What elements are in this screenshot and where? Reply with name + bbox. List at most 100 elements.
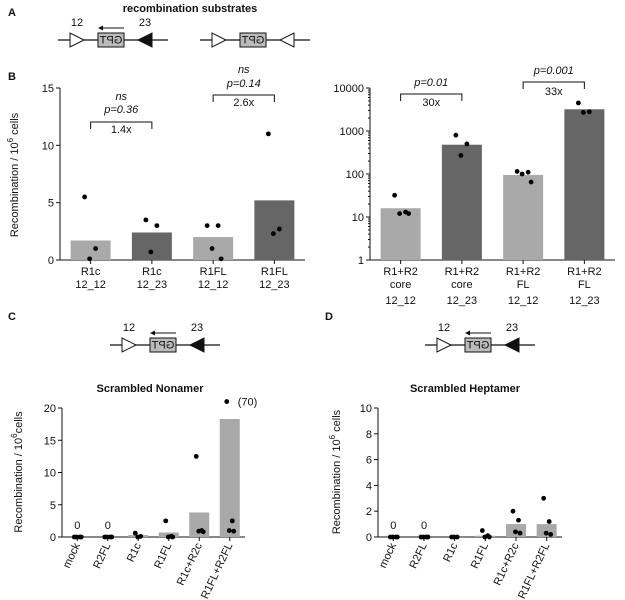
data-point bbox=[276, 226, 282, 232]
data-point bbox=[229, 518, 235, 524]
fold-change: 33x bbox=[545, 86, 563, 98]
annotation: (70) bbox=[238, 397, 258, 409]
data-point bbox=[421, 534, 426, 540]
x-tick-label: 12_23 bbox=[259, 279, 290, 291]
data-point bbox=[109, 534, 115, 540]
rss-label: 12 bbox=[438, 322, 450, 334]
data-point bbox=[580, 110, 586, 115]
rss-23 bbox=[503, 337, 520, 353]
data-point bbox=[575, 100, 581, 106]
y-tick-label: 5 bbox=[48, 198, 54, 210]
x-tick-label: R1+R2 bbox=[567, 266, 602, 278]
data-point bbox=[204, 223, 210, 229]
data-point bbox=[154, 223, 160, 229]
x-tick-label: R1c+R2c bbox=[492, 541, 522, 588]
data-point bbox=[510, 508, 516, 514]
y-axis-label-text: cells bbox=[13, 411, 25, 434]
data-point bbox=[482, 534, 488, 540]
y-tick-label: 0 bbox=[48, 255, 54, 267]
data-point bbox=[541, 495, 547, 501]
gpt-box bbox=[149, 337, 177, 353]
x-tick-label: R2FL bbox=[91, 541, 113, 570]
x-tick-label: R1FL bbox=[152, 541, 174, 570]
x-tick-label: 12_23 bbox=[569, 295, 600, 307]
x-tick-label: R1c+R2c bbox=[175, 541, 205, 588]
data-point bbox=[218, 256, 224, 262]
panel-letter: D bbox=[325, 311, 333, 323]
gpt-label: GPT bbox=[466, 340, 489, 352]
x-tick-label: R2FL bbox=[407, 541, 429, 570]
rss-12 bbox=[69, 32, 86, 48]
rss-label: 12 bbox=[123, 322, 135, 334]
data-point bbox=[265, 131, 271, 137]
data-point bbox=[196, 528, 202, 534]
y-tick-label: 4 bbox=[366, 480, 372, 492]
data-point bbox=[453, 132, 459, 138]
data-point bbox=[543, 530, 549, 536]
data-point bbox=[546, 519, 552, 524]
value-label: 0 bbox=[105, 520, 111, 532]
rss-label: 12 bbox=[71, 17, 83, 29]
x-tick-label: R1+R2 bbox=[445, 266, 480, 278]
gpt-box bbox=[239, 32, 267, 48]
p-value: p=0.14 bbox=[226, 78, 261, 90]
substrate-diagram: GPT 12 23 bbox=[110, 322, 220, 353]
arrow-head bbox=[465, 330, 470, 336]
data-point bbox=[82, 194, 88, 200]
data-point bbox=[143, 217, 149, 223]
y-tick-label: 15 bbox=[44, 435, 56, 447]
data-point bbox=[406, 211, 412, 216]
gpt-box bbox=[464, 337, 492, 353]
data-point bbox=[513, 529, 518, 535]
substrate-diagram: GPT bbox=[200, 32, 310, 48]
gpt-box bbox=[97, 32, 125, 48]
data-point bbox=[425, 534, 431, 540]
data-point bbox=[486, 534, 492, 540]
y-tick-label: 100 bbox=[346, 169, 364, 181]
data-point bbox=[458, 153, 464, 158]
rss-23 bbox=[136, 32, 153, 48]
data-point bbox=[132, 530, 138, 536]
fold-change: 30x bbox=[422, 97, 440, 109]
data-point bbox=[528, 179, 534, 185]
y-axis-label-sup: 6 bbox=[6, 137, 15, 142]
x-tick-label: mock bbox=[377, 541, 399, 570]
data-point bbox=[548, 532, 554, 537]
x-tick-label: 12_12 bbox=[508, 295, 539, 307]
y-tick-label: 15 bbox=[42, 83, 54, 95]
x-tick-label: FL bbox=[578, 279, 591, 291]
x-tick-label: R1FL+R2FL bbox=[516, 541, 552, 600]
y-axis-label-text: cells bbox=[9, 112, 21, 138]
x-tick-label: core bbox=[451, 279, 472, 291]
rss-label: 23 bbox=[139, 17, 151, 29]
y-axis-label-text: Recombination / 10 bbox=[13, 438, 25, 533]
x-tick-label: R1c bbox=[441, 541, 460, 564]
data-point bbox=[525, 169, 531, 175]
data-point bbox=[586, 109, 592, 115]
x-tick-label: R1+R2 bbox=[506, 266, 541, 278]
x-tick-label: FL bbox=[517, 279, 530, 291]
gpt-label: GPT bbox=[151, 340, 174, 352]
bar bbox=[131, 232, 172, 260]
bracket bbox=[90, 121, 153, 129]
y-axis-label: Recombination / 106 cells bbox=[6, 112, 21, 237]
x-tick-label: 12_12 bbox=[198, 279, 229, 291]
x-tick-label: R1c bbox=[81, 266, 101, 278]
data-point bbox=[193, 453, 199, 459]
data-point bbox=[392, 192, 398, 198]
y-tick-label: 10 bbox=[42, 140, 54, 152]
rss-12 bbox=[436, 337, 453, 353]
y-axis-label: Recombination / 106cells bbox=[10, 411, 25, 533]
data-point bbox=[397, 211, 403, 216]
data-point bbox=[163, 518, 169, 524]
value-label: 0 bbox=[74, 520, 80, 532]
bar bbox=[254, 200, 295, 260]
data-point bbox=[148, 249, 154, 255]
y-tick-label: 10 bbox=[44, 468, 56, 480]
data-point bbox=[93, 246, 99, 251]
fold-change: 2.6x bbox=[233, 97, 254, 109]
arrow-head bbox=[98, 25, 103, 31]
y-tick-label: 10 bbox=[360, 403, 372, 415]
x-tick-label: R1c bbox=[142, 266, 162, 278]
panel-letter: C bbox=[8, 311, 16, 323]
